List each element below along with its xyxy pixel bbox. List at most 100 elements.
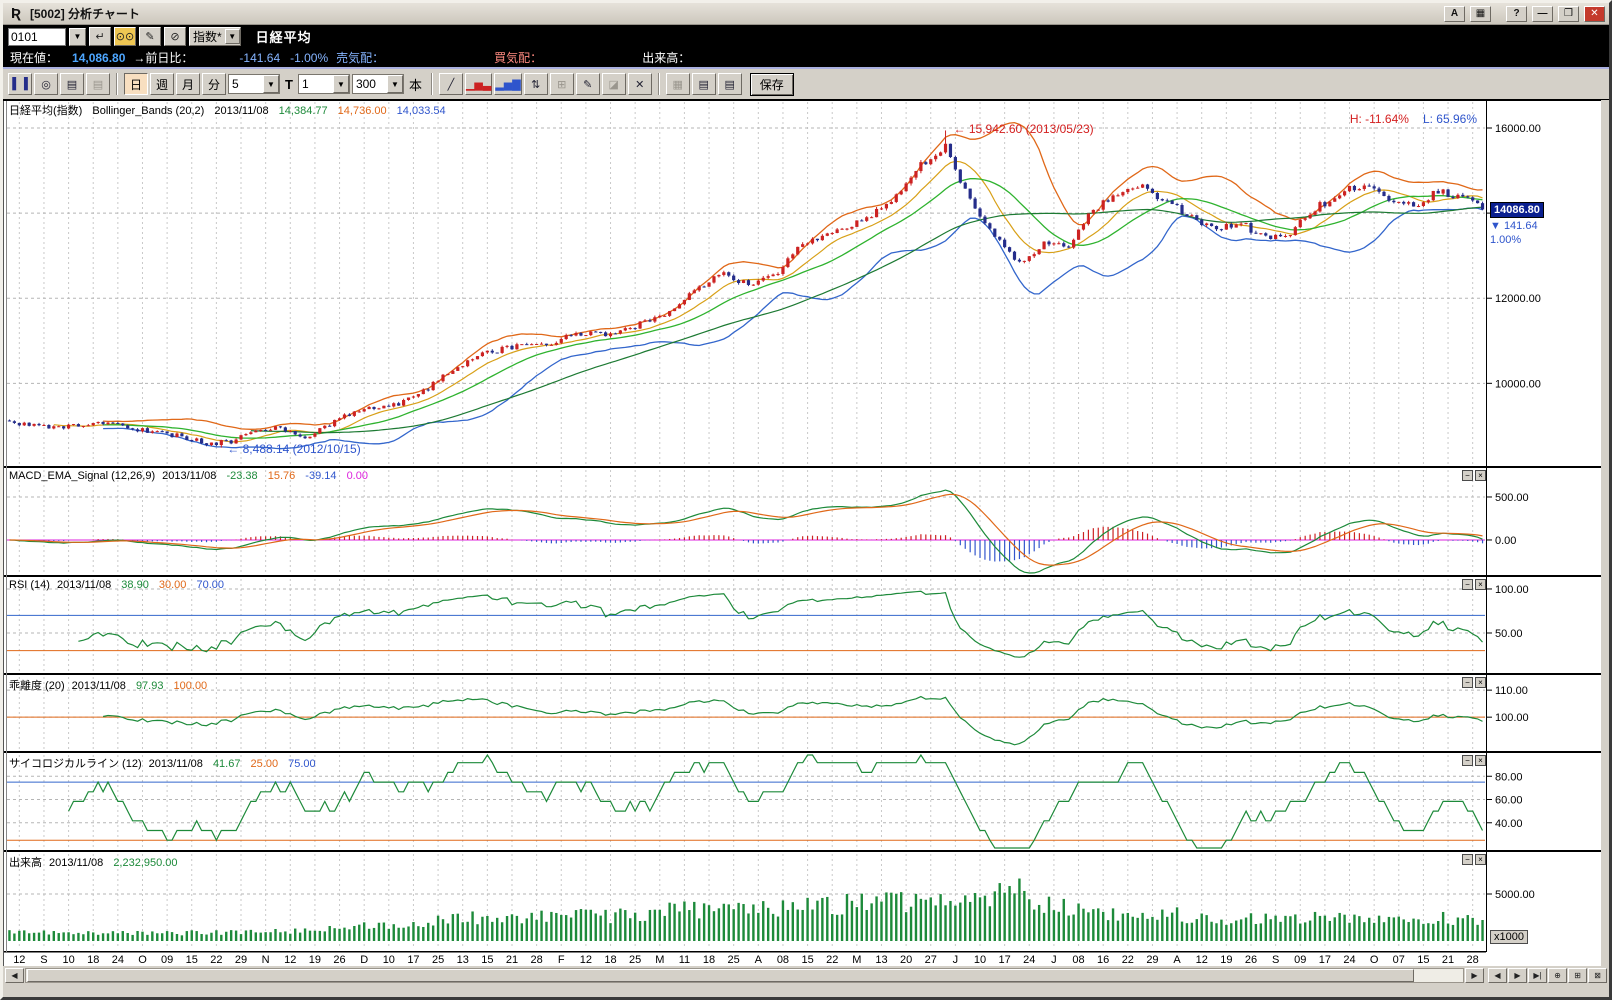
psychological-legend: サイコロジカルライン (12) 2013/11/08 41.67 25.00 75…	[9, 758, 316, 770]
macd-hist-value: 15.76	[267, 470, 296, 482]
zoom-in-button[interactable]: ⊕	[1548, 967, 1567, 983]
period-weekly-button[interactable]: 週	[150, 73, 174, 95]
copy-sheet-icon[interactable]: ▤	[86, 73, 110, 95]
scroll-left-button[interactable]: ◀	[5, 967, 24, 983]
jump-end-button[interactable]: ▶|	[1528, 967, 1547, 983]
kairi-value: 97.93	[135, 680, 164, 692]
chart-area[interactable]: 16000.00 12000.00 10000.00 500.00 0.00 100.00…	[3, 100, 1609, 966]
period-minute-button[interactable]: 分	[202, 73, 226, 95]
macd-zero-value: 0.00	[346, 470, 368, 482]
period-monthly-button[interactable]: 月	[176, 73, 200, 95]
grid-layout-button[interactable]: ⊞	[1568, 967, 1587, 983]
new-sheet-icon[interactable]: ▤	[60, 73, 84, 95]
close-button[interactable]: ✕	[1584, 5, 1605, 22]
sheet2-icon[interactable]: ▤	[717, 73, 742, 95]
volume-label: 出来高：	[642, 51, 691, 65]
eraser-icon[interactable]: ◪	[601, 73, 626, 95]
volume-unit-label: x1000	[1490, 930, 1528, 944]
chart-toolbar: ▌▐ ◎ ▤ ▤ 日 週 月 分 5 ▼ T 1 ▼ 300 ▼ 本 ╱ ▁▅▃…	[3, 69, 1609, 100]
sheet-icon[interactable]: ▤	[691, 73, 716, 95]
svg-text:J: J	[1051, 954, 1057, 966]
svg-text:21: 21	[1442, 954, 1454, 966]
sort-arrows-icon[interactable]: ⇅	[523, 73, 548, 95]
edit-icon[interactable]: ✎	[139, 27, 161, 46]
volume-bars-icon[interactable]: ▂▅▇	[494, 73, 522, 95]
candlestick-chart-icon[interactable]: ▌▐	[8, 73, 32, 95]
svg-text:N: N	[262, 954, 270, 966]
bar-count-select[interactable]: 300 ▼	[351, 74, 404, 94]
enter-icon[interactable]: ↵	[89, 27, 111, 46]
scrollbar-thumb[interactable]	[27, 968, 1414, 982]
scroll-right-button[interactable]: ▶	[1465, 967, 1484, 983]
psy-value: 41.67	[212, 758, 241, 770]
axis-price-change-pct: 1.00%	[1490, 234, 1522, 247]
category-select[interactable]: 指数* ▼	[189, 27, 241, 46]
svg-text:A: A	[1173, 954, 1181, 966]
restore-button[interactable]: ❒	[1558, 5, 1579, 22]
step-right-button[interactable]: ▶	[1508, 967, 1527, 983]
svg-text:15: 15	[481, 954, 493, 966]
svg-text:40.00: 40.00	[1495, 818, 1523, 830]
macd-legend: MACD_EMA_Signal (12,26,9) 2013/11/08 -23.…	[9, 470, 368, 482]
panel-close-button[interactable]: ×	[1475, 755, 1486, 766]
chevron-down-icon: ▼	[224, 29, 240, 44]
svg-text:26: 26	[1245, 954, 1257, 966]
period-daily-button[interactable]: 日	[124, 73, 148, 95]
minute-interval-value: 5	[232, 77, 239, 91]
svg-text:22: 22	[210, 954, 222, 966]
panel-minimize-button[interactable]: −	[1462, 854, 1473, 865]
binocular-icon[interactable]: ⊙⊙	[114, 27, 136, 46]
panel-close-button[interactable]: ×	[1475, 854, 1486, 865]
close-pane-button[interactable]: ⊠	[1588, 967, 1607, 983]
svg-text:25: 25	[432, 954, 444, 966]
symbol-dropdown-button[interactable]: ▼	[69, 27, 86, 46]
svg-text:S: S	[1272, 954, 1279, 966]
minimize-button[interactable]: —	[1532, 5, 1553, 22]
layout-select-icon[interactable]: ▦	[665, 73, 690, 95]
compare-bars-icon[interactable]: ▁▅▃	[464, 73, 493, 95]
bb-mid-value: 14,384.77	[278, 105, 328, 117]
grid-icon[interactable]: ⊞	[549, 73, 574, 95]
kairi-panel-controls: − ×	[1462, 677, 1486, 688]
svg-text:110.00: 110.00	[1495, 685, 1528, 697]
rsi-low-threshold: 30.00	[158, 579, 187, 591]
minute-interval-select[interactable]: 5 ▼	[228, 74, 280, 94]
scrollbar-track[interactable]	[25, 967, 1464, 983]
legend-symbol: 日経平均(指数)	[9, 105, 83, 117]
panel-minimize-button[interactable]: −	[1462, 470, 1473, 481]
panel-close-button[interactable]: ×	[1475, 579, 1486, 590]
help-button[interactable]: ?	[1506, 5, 1527, 22]
tick-interval-select[interactable]: 1 ▼	[297, 74, 350, 94]
step-left-button[interactable]: ◀	[1488, 967, 1507, 983]
save-button[interactable]: 保存	[749, 72, 794, 96]
kairi-legend: 乖離度 (20) 2013/11/08 97.93 100.00	[9, 680, 208, 692]
panel-minimize-button[interactable]: −	[1462, 677, 1473, 688]
panel-close-button[interactable]: ×	[1475, 677, 1486, 688]
svg-text:15: 15	[1417, 954, 1429, 966]
legend-date: 2013/11/08	[214, 105, 269, 117]
svg-text:F: F	[558, 954, 565, 966]
svg-text:17: 17	[407, 954, 419, 966]
horizontal-scrollbar: ◀ ▶ ◀ ▶ ▶| ⊕ ⊞ ⊠	[3, 966, 1609, 984]
svg-text:25: 25	[728, 954, 740, 966]
zoom-icon[interactable]: ◎	[34, 73, 58, 95]
symbol-code-input[interactable]	[8, 27, 66, 46]
chevron-down-icon: ▼	[386, 75, 403, 93]
panel-layout-icon[interactable]: ▦	[1470, 5, 1491, 22]
svg-text:60.00: 60.00	[1495, 795, 1523, 807]
current-price-axis-tag: 14086.80 ▼ 141.64 1.00%	[1490, 200, 1562, 246]
panel-minimize-button[interactable]: −	[1462, 579, 1473, 590]
svg-text:08: 08	[777, 954, 789, 966]
svg-text:17: 17	[1319, 954, 1331, 966]
a-button[interactable]: A	[1444, 5, 1465, 22]
svg-text:0.00: 0.00	[1495, 535, 1516, 547]
axis-price-change: ▼ 141.64	[1490, 220, 1538, 233]
clear-icon[interactable]: ⊘	[164, 27, 186, 46]
svg-text:29: 29	[235, 954, 247, 966]
panel-minimize-button[interactable]: −	[1462, 755, 1473, 766]
svg-text:M: M	[852, 954, 861, 966]
panel-close-button[interactable]: ×	[1475, 470, 1486, 481]
pencil-icon[interactable]: ✎	[575, 73, 600, 95]
trendline-icon[interactable]: ╱	[438, 73, 463, 95]
delete-icon[interactable]: ✕	[627, 73, 652, 95]
